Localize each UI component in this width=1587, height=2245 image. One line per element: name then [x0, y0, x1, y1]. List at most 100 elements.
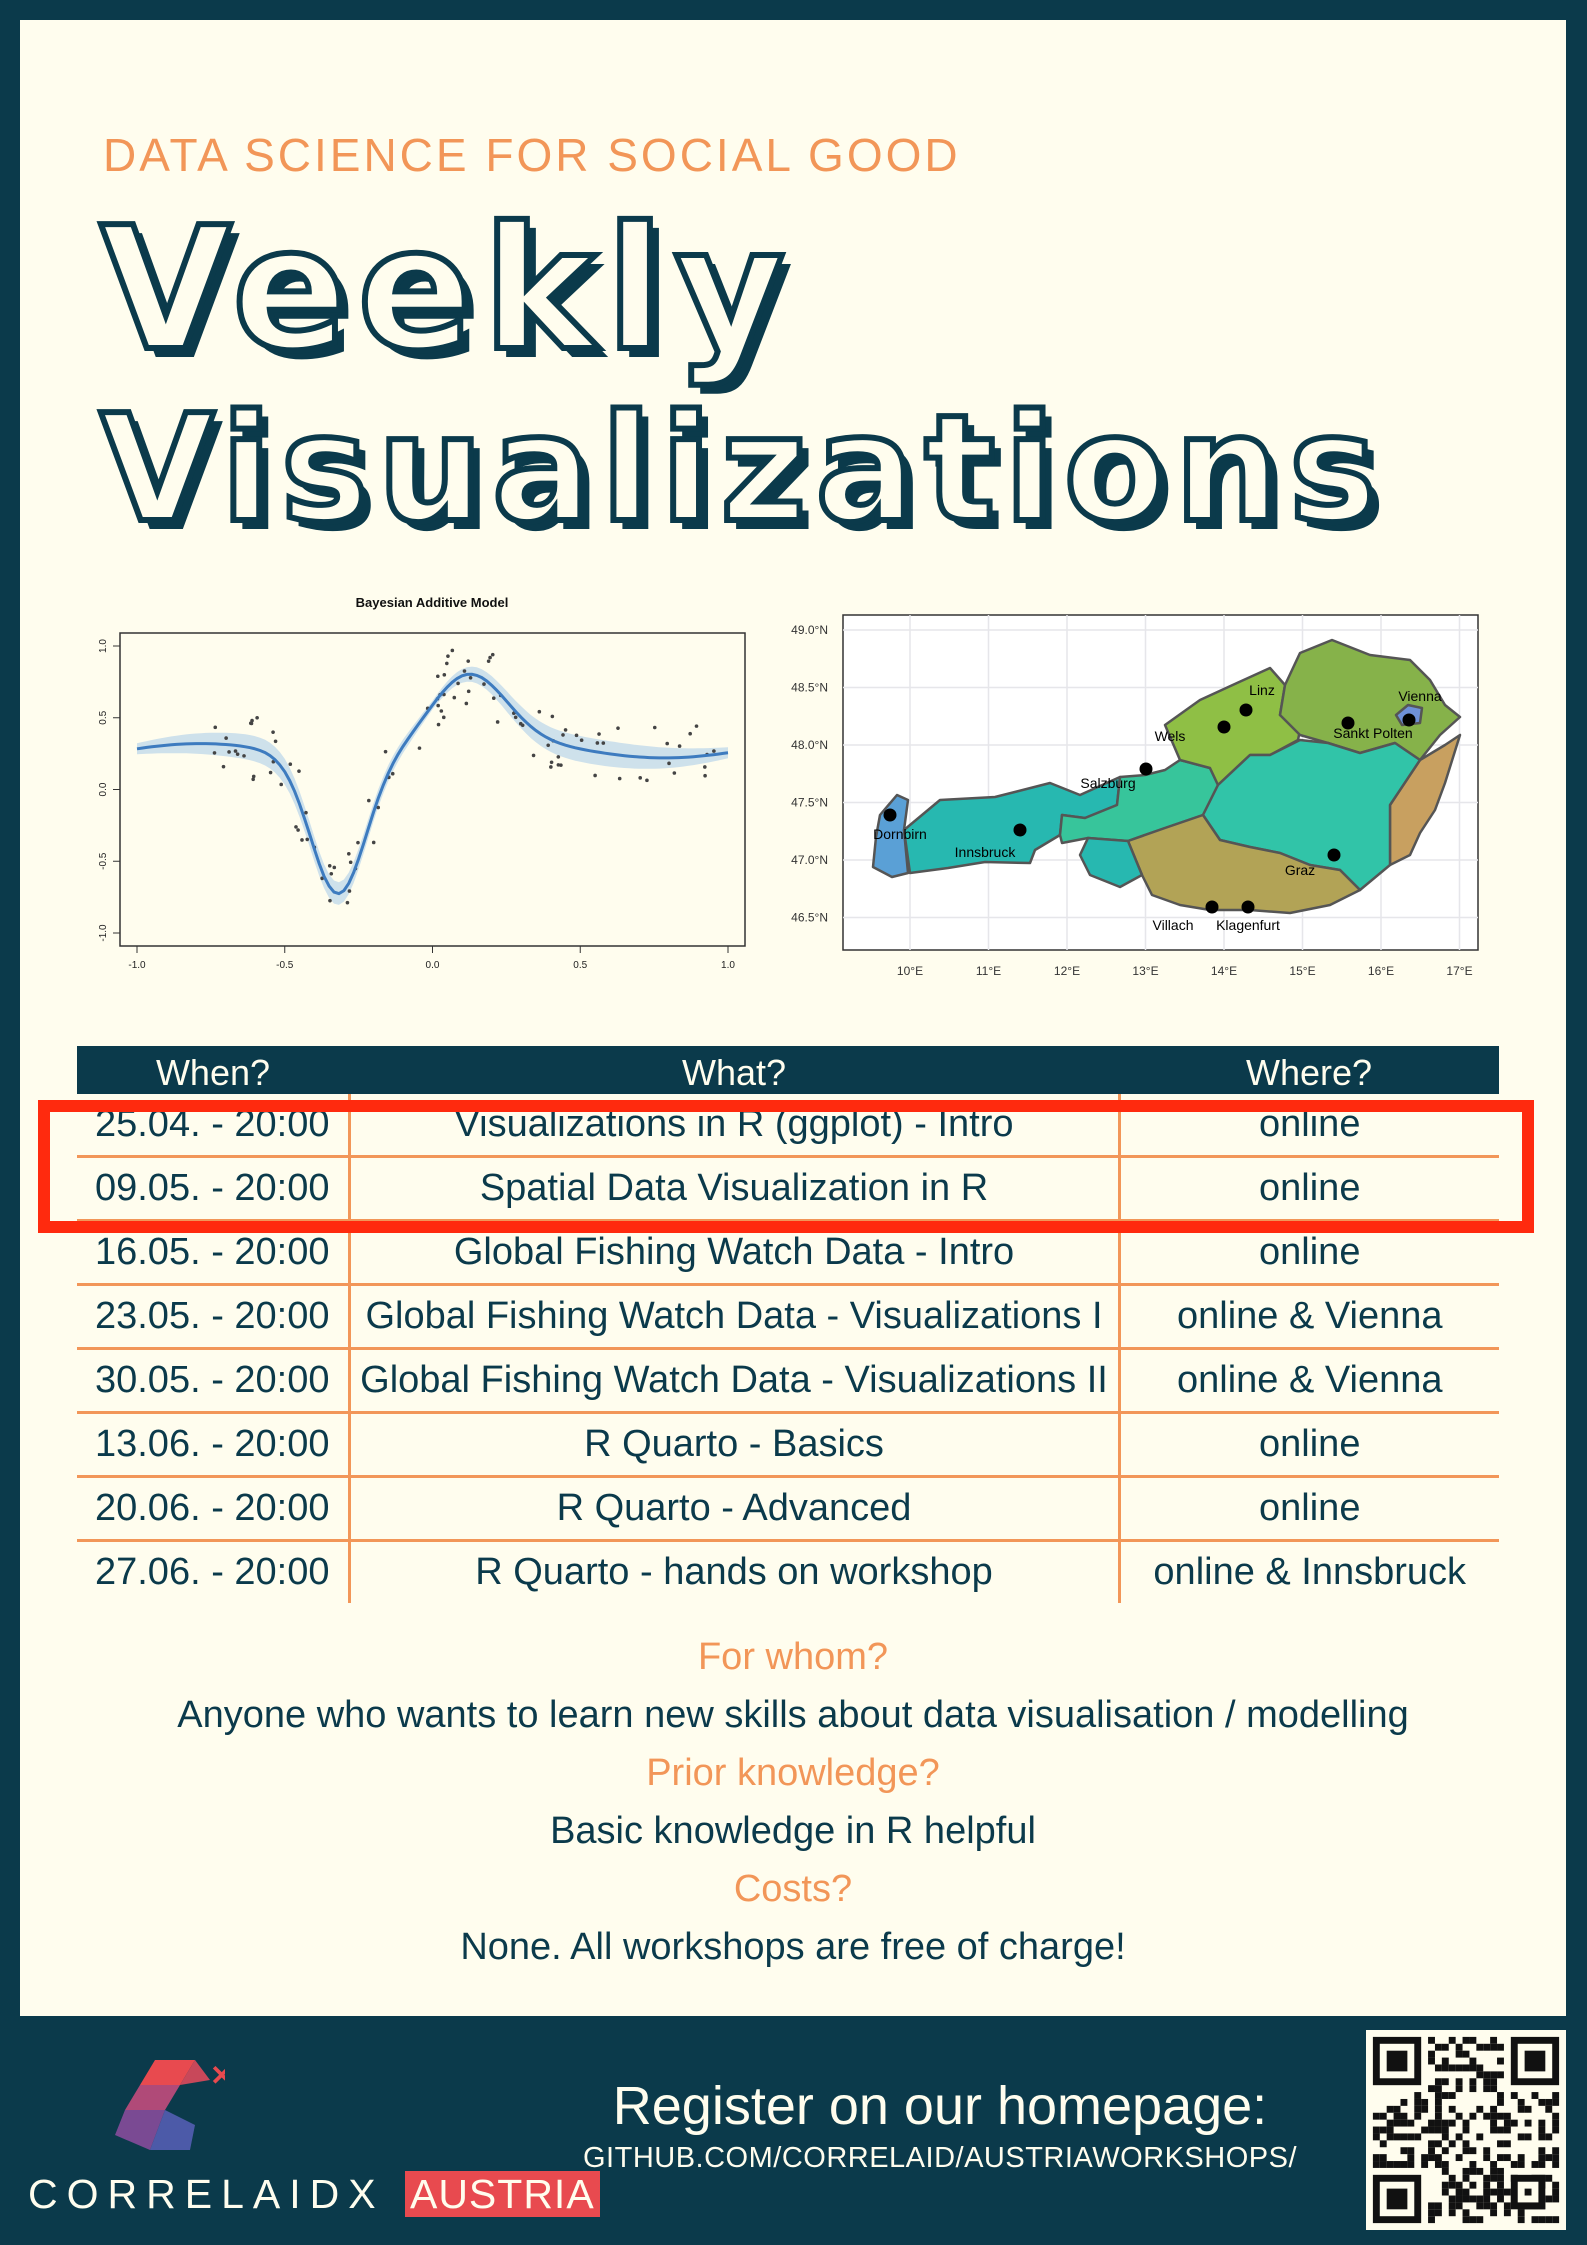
observation-point [268, 770, 273, 775]
state-vorarlberg [871, 793, 910, 879]
row-what: Global Fishing Watch Data - Visualizatio… [349, 1348, 1119, 1414]
observation-point [556, 755, 561, 759]
row-where: online [1117, 1412, 1499, 1478]
observation-point [672, 771, 677, 775]
posterior-mean-line [136, 672, 729, 896]
plot-title: Bayesian Additive Model [356, 595, 509, 610]
map-lon-label: 14°E [1211, 964, 1237, 978]
observation-point [513, 715, 518, 720]
city-marker [1241, 900, 1255, 914]
city-label: Salzburg [1080, 775, 1135, 791]
observation-point [221, 764, 226, 769]
observation-point [347, 889, 352, 893]
row-where: online & Vienna [1117, 1348, 1499, 1414]
austria-states [871, 638, 1462, 915]
plot-frame [119, 632, 746, 947]
observation-point [436, 722, 441, 727]
observation-point [436, 674, 440, 679]
observation-point [213, 725, 218, 730]
city-label: Linz [1249, 682, 1275, 698]
plot-ticks: -1.0 -0.5 0.0 0.5 1.0 1.0 0.5 0.0 -0.5 -1.0 [98, 639, 735, 971]
posterior-band [137, 666, 728, 905]
faq-question-knowledge: Prior knowledge? [646, 1752, 940, 1794]
city-label: Sankt Polten [1333, 725, 1412, 741]
map-lon-label: 12°E [1054, 964, 1080, 978]
observation-point [446, 654, 450, 658]
row-where: online [1117, 1476, 1499, 1542]
observation-point [531, 753, 536, 758]
row-when: 20.06. - 20:00 [77, 1476, 351, 1542]
observation-point [304, 810, 308, 815]
schedule-row: 27.06. - 20:00 R Quarto - hands on worksh… [77, 1540, 1499, 1603]
observation-point [579, 738, 584, 743]
poster-kicker: DATA SCIENCE FOR SOCIAL GOOD [103, 129, 961, 181]
observation-point [703, 765, 707, 769]
map-lat-label: 49.0°N [791, 623, 828, 637]
observation-point [495, 720, 500, 724]
observation-point [488, 655, 492, 660]
observation-point [464, 701, 469, 706]
state-east-tyrol [1078, 836, 1144, 889]
city-label: Dornbirn [873, 826, 927, 842]
observation-point [436, 703, 440, 708]
city-marker [1402, 713, 1416, 727]
row-what: R Quarto - Advanced [349, 1476, 1119, 1542]
register-heading: Register on our homepage: [612, 2076, 1268, 2136]
row-when: 30.05. - 20:00 [77, 1348, 351, 1414]
observation-point [667, 761, 671, 766]
row-where: online & Vienna [1117, 1284, 1499, 1350]
schedule-row: 30.05. - 20:00 Global Fishing Watch Data … [77, 1348, 1499, 1414]
observation-point [251, 777, 255, 782]
state-carinthia [1126, 813, 1362, 915]
observation-point [300, 838, 304, 842]
map-cities: Linz Vienna Wels Sankt Polten Salzburg Dornbi… [873, 682, 1442, 933]
observation-point [452, 695, 457, 700]
observation-point [376, 805, 381, 810]
observation-point [248, 721, 253, 725]
observation-point [442, 673, 447, 677]
register-url[interactable]: GITHUB.COM/CORRELAID/AUSTRIAWORKSHOPS/ [583, 2142, 1297, 2174]
observation-point [712, 749, 716, 753]
observation-point [390, 771, 395, 776]
observation-point [294, 825, 298, 829]
observation-point [491, 696, 496, 701]
row-what: Spatial Data Visualization in R [349, 1156, 1119, 1222]
plot-x-tick-label: 0.0 [426, 960, 440, 971]
observation-point [703, 773, 707, 778]
observation-point [332, 865, 337, 870]
austria-map: 10°E 11°E 12°E 13°E 14°E 15°E 16°E 17°E 49.0°N 48… [791, 614, 1479, 978]
plot-y-tick-label: -1.0 [98, 924, 109, 942]
schedule-header-row: When? What? Where? [77, 1046, 1499, 1094]
observation-point [255, 715, 259, 720]
qr-code-icon[interactable] [1366, 2030, 1566, 2230]
observation-point [439, 709, 444, 713]
observation-point [328, 898, 332, 903]
observation-point [367, 798, 371, 803]
observation-point [638, 776, 643, 780]
logo-country-tag: AUSTRIA [404, 2171, 600, 2217]
map-lat-label: 47.5°N [791, 796, 828, 810]
map-lat-label: 48.5°N [791, 681, 828, 695]
observation-point [296, 828, 300, 832]
observation-point [595, 741, 600, 745]
map-lat-label: 47.0°N [791, 853, 828, 867]
row-when: 13.06. - 20:00 [77, 1412, 351, 1478]
plot-x-tick-label: -0.5 [276, 960, 294, 971]
observation-point [563, 728, 568, 732]
schedule-row: 09.05. - 20:00 Spatial Data Visualization… [77, 1156, 1499, 1222]
row-what: Global Fishing Watch Data - Visualizatio… [349, 1284, 1119, 1350]
header-what: What? [349, 1046, 1119, 1094]
observation-point [537, 709, 542, 714]
row-when: 23.05. - 20:00 [77, 1284, 351, 1350]
city-marker [1205, 900, 1219, 914]
observation-point [462, 669, 467, 673]
observation-point [616, 726, 620, 730]
plot-x-tick-label: -1.0 [128, 960, 146, 971]
header-when: When? [77, 1046, 349, 1094]
observation-point [383, 749, 388, 754]
observation-point [445, 661, 449, 666]
observation-point [371, 840, 376, 845]
observation-point [273, 739, 278, 744]
map-lat-label: 46.5°N [791, 911, 828, 925]
header-where: Where? [1119, 1046, 1499, 1094]
